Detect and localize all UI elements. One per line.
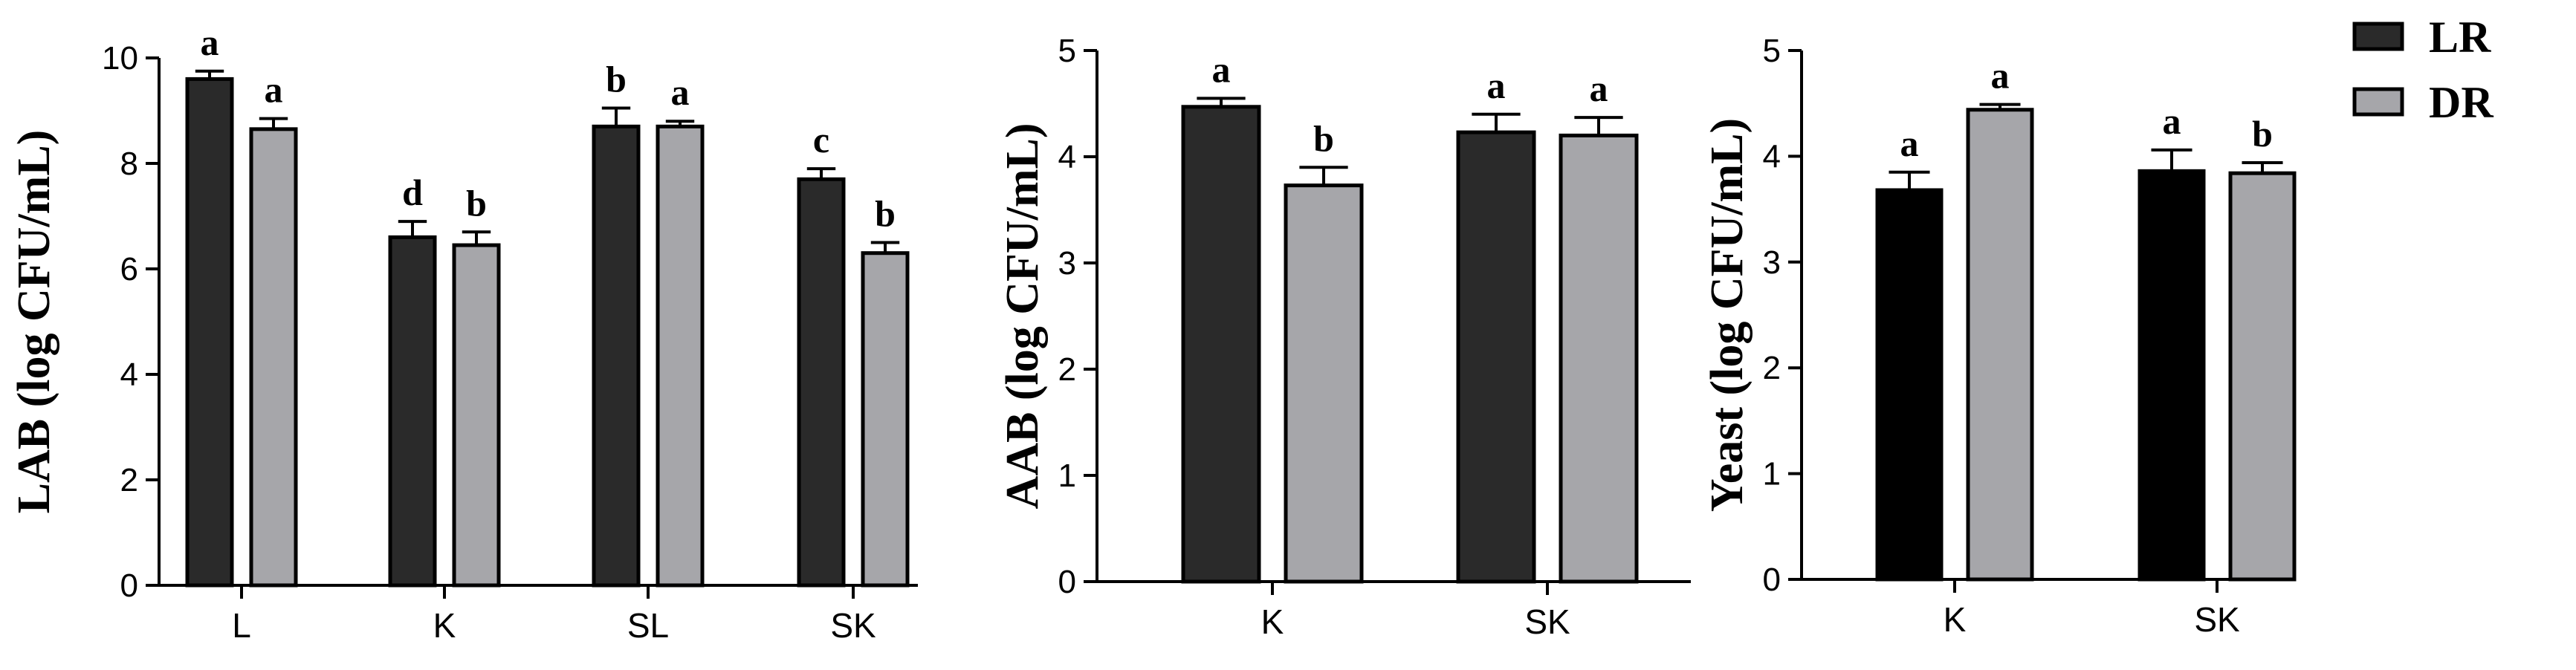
y-tick-label: 2	[120, 462, 138, 498]
x-tick-label: SK	[2194, 600, 2240, 639]
significance-letter: b	[1313, 117, 1334, 159]
x-tick-label: SK	[1524, 602, 1570, 641]
bar	[861, 251, 910, 588]
significance-letter: a	[1590, 68, 1608, 109]
significance-letter: a	[671, 71, 690, 113]
y-tick-label: 2	[1058, 351, 1076, 388]
chart-panel-2: 0 1 2 3 4 5 AAB (log CFU/mL) Ka b SK a a	[997, 33, 1691, 641]
legend-swatch-dr	[2352, 87, 2404, 117]
bar	[452, 243, 501, 588]
y-tick-label: 4	[1763, 138, 1781, 175]
significance-letter: d	[402, 172, 423, 213]
chart-panel-3: 0 1 2 3 4 5 Yeast (log CFU/mL) Ka a SK a b	[1702, 33, 2297, 639]
significance-letter: b	[875, 193, 896, 235]
bar	[1181, 105, 1261, 584]
legend-swatch-lr	[2352, 22, 2404, 51]
y-tick-label: 0	[120, 567, 138, 604]
bar	[592, 124, 641, 588]
legend: LR DR	[2352, 13, 2494, 127]
significance-letter: a	[1212, 48, 1231, 90]
significance-letter: c	[813, 119, 829, 160]
bar	[249, 127, 298, 588]
y-tick-label: 0	[1763, 562, 1781, 598]
bar	[1284, 183, 1364, 584]
x-tick-label: K	[433, 606, 456, 645]
y-tick-label: 6	[120, 251, 138, 287]
y-tick-label: 3	[1763, 244, 1781, 281]
significance-letter: a	[2163, 100, 2181, 142]
x-tick-label: SL	[627, 606, 669, 645]
legend-label-lr: LR	[2429, 13, 2491, 62]
significance-letter: b	[2252, 113, 2273, 155]
chart-panel-1: 0 2 4 6 8 10 LAB (log CFU/mL) La a Kd b SL b a SK c b	[9, 22, 918, 645]
x-tick-label: L	[232, 606, 251, 645]
y-tick-label: 3	[1058, 245, 1076, 282]
y-axis-label: Yeast (log CFU/mL)	[1702, 118, 1753, 512]
x-tick-label: K	[1261, 602, 1284, 641]
bar	[1875, 188, 1944, 582]
bar	[797, 177, 846, 588]
bar	[1456, 130, 1536, 584]
y-tick-label: 1	[1058, 458, 1076, 494]
significance-letter: b	[606, 58, 627, 100]
bar	[185, 77, 234, 588]
y-axis-label: LAB (log CFU/mL)	[9, 130, 59, 514]
y-tick-label: 10	[102, 40, 138, 77]
bar	[2228, 171, 2297, 582]
y-tick-label: 4	[120, 357, 138, 393]
y-tick-label: 2	[1763, 350, 1781, 386]
legend-label-dr: DR	[2429, 78, 2494, 127]
y-tick-label: 5	[1763, 33, 1781, 69]
y-tick-label: 8	[120, 146, 138, 182]
significance-letter: a	[1991, 55, 2010, 97]
bar	[1559, 133, 1639, 584]
y-tick-label: 5	[1058, 33, 1076, 69]
y-axis-label: AAB (log CFU/mL)	[997, 123, 1048, 509]
x-tick-label: K	[1944, 600, 1967, 639]
significance-letter: a	[1900, 123, 1919, 164]
x-tick-label: SK	[830, 606, 876, 645]
y-tick-label: 1	[1763, 456, 1781, 492]
bar	[2138, 169, 2206, 582]
significance-letter: a	[201, 22, 219, 63]
significance-letter: a	[1487, 65, 1506, 106]
bar	[1966, 108, 2034, 582]
bar	[388, 235, 437, 588]
y-tick-label: 0	[1058, 564, 1076, 600]
significance-letter: a	[265, 69, 283, 111]
bar	[656, 124, 705, 588]
significance-letter: b	[466, 182, 487, 224]
y-tick-label: 4	[1058, 139, 1076, 175]
